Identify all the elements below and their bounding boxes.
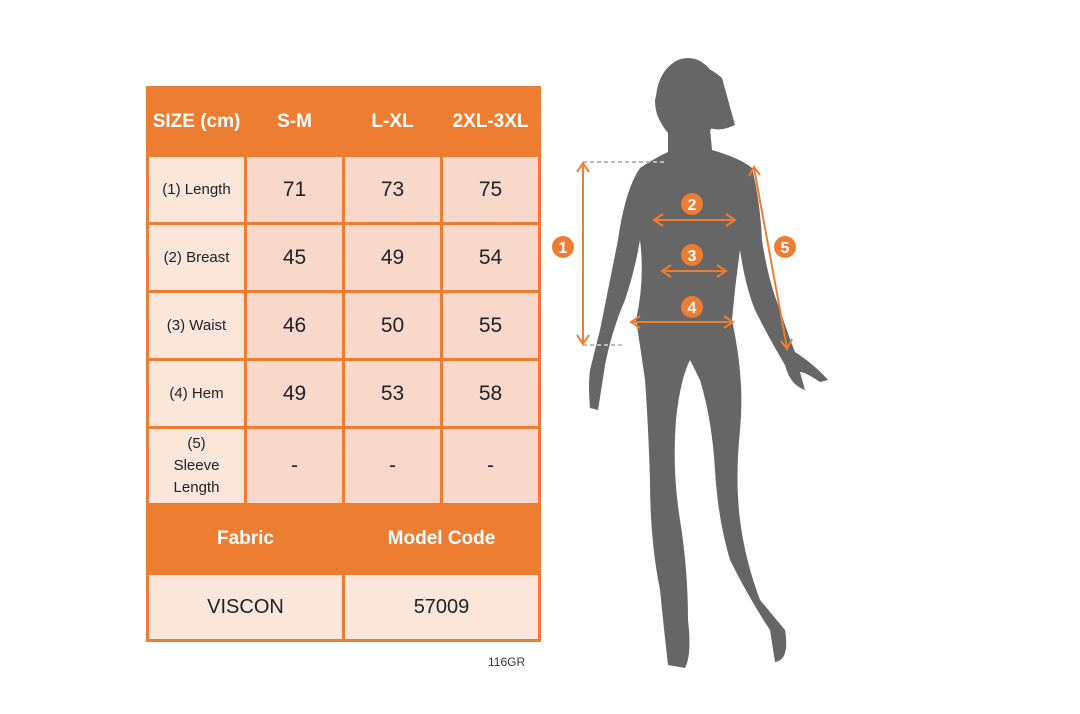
cell: 49 <box>244 358 345 429</box>
table-row: (5) Sleeve Length - - - <box>146 426 541 506</box>
header-s-m: S-M <box>244 86 345 157</box>
fabric-value-row: VISCON 57009 <box>146 572 541 642</box>
cell: 75 <box>440 154 541 225</box>
header-2xl-3xl: 2XL-3XL <box>440 86 541 157</box>
row-label: (4) Hem <box>146 358 247 429</box>
table-row: (4) Hem 49 53 58 <box>146 358 541 429</box>
table-row: (3) Waist 46 50 55 <box>146 290 541 361</box>
marker-3-icon <box>681 244 703 266</box>
marker-2-label: 2 <box>688 197 697 214</box>
fabric-header-row: Fabric Model Code <box>146 503 541 575</box>
cell: 73 <box>342 154 443 225</box>
cell: - <box>440 426 541 506</box>
marker-5-icon <box>774 236 796 258</box>
fabric-value: VISCON <box>146 572 345 642</box>
cell: - <box>244 426 345 506</box>
measurement-lines <box>576 161 793 351</box>
row-label: (3) Waist <box>146 290 247 361</box>
row-label: (2) Breast <box>146 222 247 293</box>
table-row: (2) Breast 45 49 54 <box>146 222 541 293</box>
marker-5-label: 5 <box>781 240 790 257</box>
cell: 53 <box>342 358 443 429</box>
marker-1-label: 1 <box>559 240 568 257</box>
sleeve-arrow <box>753 167 788 349</box>
fabric-label: Fabric <box>146 503 345 575</box>
silhouette <box>589 58 828 668</box>
marker-4-label: 4 <box>688 300 697 317</box>
cell: 54 <box>440 222 541 293</box>
cell: 55 <box>440 290 541 361</box>
header-l-xl: L-XL <box>342 86 443 157</box>
cell: 46 <box>244 290 345 361</box>
table-row: (1) Length 71 73 75 <box>146 154 541 225</box>
cell: 45 <box>244 222 345 293</box>
header-size: SIZE (cm) <box>146 86 247 157</box>
cell: - <box>342 426 443 506</box>
marker-2-icon <box>681 193 703 215</box>
cell: 49 <box>342 222 443 293</box>
size-chart-table: SIZE (cm) S-M L-XL 2XL-3XL (1) Length 71… <box>146 86 541 642</box>
header-row: SIZE (cm) S-M L-XL 2XL-3XL <box>146 86 541 157</box>
row-label: (5) Sleeve Length <box>146 426 247 506</box>
marker-1-icon <box>552 236 574 258</box>
cell: 71 <box>244 154 345 225</box>
marker-icons: 1 2 3 4 5 <box>552 193 796 318</box>
model-code-value: 57009 <box>342 572 541 642</box>
row-label: (1) Length <box>146 154 247 225</box>
cell: 50 <box>342 290 443 361</box>
model-code-label: Model Code <box>342 503 541 575</box>
marker-4-icon <box>681 296 703 318</box>
product-code: 116GR <box>488 655 526 669</box>
marker-3-label: 3 <box>688 248 697 265</box>
cell: 58 <box>440 358 541 429</box>
